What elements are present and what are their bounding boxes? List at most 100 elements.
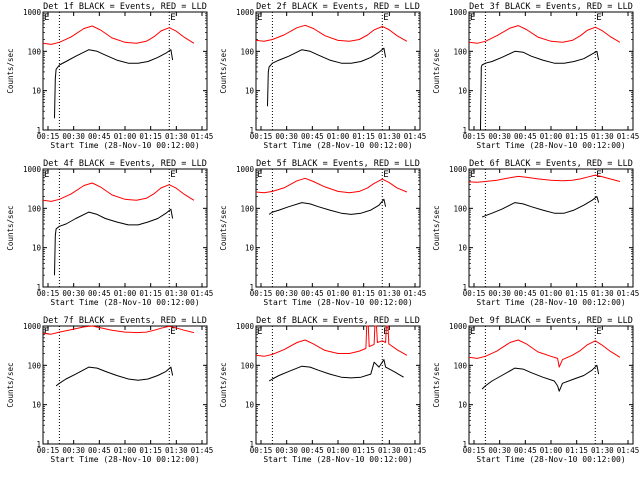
lld-series-line (255, 24, 408, 42)
x-tick-label: 01:45 (404, 446, 427, 455)
event-marker-letter: E (170, 13, 175, 23)
x-axis-label: Start Time (28-Nov-10 00:12:00) (263, 141, 412, 150)
x-tick-label: 01:45 (191, 289, 214, 298)
x-tick-label: 01:45 (617, 132, 640, 141)
y-tick-label: 1 (36, 126, 41, 135)
lld-series-line (468, 25, 621, 44)
corner-marker-letter: E (257, 170, 262, 180)
y-axis-label: Counts/sec (6, 362, 15, 407)
x-tick-label: 00:45 (88, 132, 111, 141)
event-marker-letter: E (383, 170, 388, 180)
lld-series-line (468, 174, 621, 183)
x-tick-label: 01:00 (327, 289, 350, 298)
panel-4: Det 4f BLACK = Events, RED = LLD 1 10 100 10… (6, 159, 213, 307)
x-axis-label: Start Time (28-Nov-10 00:12:00) (50, 298, 199, 307)
x-tick-label: 01:30 (165, 446, 188, 455)
y-axis-label: Counts/sec (219, 362, 228, 407)
panel-title: Det 3f BLACK = Events, RED = LLD (469, 2, 633, 12)
x-axis-label: Start Time (28-Nov-10 00:12:00) (476, 298, 625, 307)
panel-title: Det 2f BLACK = Events, RED = LLD (256, 2, 420, 12)
y-tick-label: 1 (462, 440, 467, 449)
y-tick-label: 100 (453, 361, 467, 370)
x-tick-label: 01:45 (404, 289, 427, 298)
x-tick-label: 01:30 (165, 289, 188, 298)
events-series-line (55, 366, 174, 387)
y-tick-label: 1000 (23, 8, 42, 17)
panel-title: Det 4f BLACK = Events, RED = LLD (43, 159, 207, 169)
x-tick-label: 01:15 (139, 446, 162, 455)
corner-marker-letter: E (470, 170, 475, 180)
y-tick-label: 1000 (449, 165, 468, 174)
events-series-line (268, 359, 404, 382)
lld-series-line (42, 25, 195, 45)
y-tick-label: 1 (249, 283, 254, 292)
x-tick-label: 01:00 (114, 132, 137, 141)
x-tick-label: 00:45 (514, 446, 537, 455)
y-tick-label: 100 (27, 361, 41, 370)
x-tick-label: 00:15 (250, 289, 273, 298)
y-tick-label: 1 (249, 440, 254, 449)
x-axis-label: Start Time (28-Nov-10 00:12:00) (263, 298, 412, 307)
x-tick-label: 01:30 (378, 289, 401, 298)
x-tick-label: 01:15 (565, 446, 588, 455)
panel-title: Det 7f BLACK = Events, RED = LLD (43, 316, 207, 326)
y-tick-label: 10 (32, 244, 42, 253)
x-tick-label: 00:45 (301, 289, 324, 298)
panel-9: Det 9f BLACK = Events, RED = LLD 1 10 100 10… (432, 316, 639, 464)
plot-frame (255, 325, 421, 445)
y-tick-label: 100 (27, 204, 41, 213)
x-tick-label: 00:15 (463, 446, 486, 455)
x-tick-label: 00:15 (37, 132, 60, 141)
event-marker-letter: E (170, 327, 175, 337)
lld-series-line (255, 177, 408, 194)
x-axis-label: Start Time (28-Nov-10 00:12:00) (50, 141, 199, 150)
x-tick-label: 01:15 (352, 132, 375, 141)
x-tick-label: 00:45 (88, 289, 111, 298)
event-marker-letter: E (383, 13, 388, 23)
panel-title: Det 5f BLACK = Events, RED = LLD (256, 159, 420, 169)
y-tick-label: 100 (453, 47, 467, 56)
y-tick-label: 10 (245, 244, 255, 253)
corner-marker-letter: E (257, 13, 262, 23)
y-axis-label: Counts/sec (432, 205, 441, 250)
y-tick-label: 1 (36, 440, 41, 449)
y-tick-label: 10 (458, 401, 468, 410)
event-marker-letter: E (596, 170, 601, 180)
y-tick-label: 10 (32, 401, 42, 410)
plot-frame (468, 168, 634, 288)
event-marker-letter: E (596, 13, 601, 23)
plot-frame (255, 11, 421, 131)
y-tick-label: 1 (462, 126, 467, 135)
x-tick-label: 00:15 (463, 289, 486, 298)
x-tick-label: 01:00 (540, 446, 563, 455)
x-tick-label: 01:00 (114, 289, 137, 298)
y-tick-label: 1 (36, 283, 41, 292)
plot-frame (468, 11, 634, 131)
x-tick-label: 01:15 (352, 289, 375, 298)
x-tick-label: 00:30 (62, 132, 85, 141)
panel-2: Det 2f BLACK = Events, RED = LLD 1 10 100 10… (219, 2, 426, 150)
corner-marker-letter: E (44, 13, 49, 23)
x-tick-label: 00:30 (62, 289, 85, 298)
x-tick-label: 01:30 (591, 132, 614, 141)
panel-title: Det 8f BLACK = Events, RED = LLD (256, 316, 420, 326)
panel-title: Det 6f BLACK = Events, RED = LLD (469, 159, 633, 169)
x-tick-label: 00:45 (301, 446, 324, 455)
plot-frame (42, 11, 208, 131)
y-tick-label: 10 (245, 401, 255, 410)
x-tick-label: 00:15 (250, 132, 273, 141)
x-tick-label: 00:30 (488, 289, 511, 298)
plot-frame (42, 168, 208, 288)
x-tick-label: 00:45 (301, 132, 324, 141)
y-tick-label: 1000 (449, 322, 468, 331)
y-tick-label: 1000 (236, 165, 255, 174)
y-tick-label: 100 (240, 204, 254, 213)
panel-8: Det 8f BLACK = Events, RED = LLD 1 10 100 10… (219, 316, 426, 464)
x-tick-label: 01:00 (540, 289, 563, 298)
lld-series-line (468, 339, 621, 368)
y-tick-label: 1000 (236, 322, 255, 331)
y-axis-label: Counts/sec (6, 48, 15, 93)
x-tick-label: 00:15 (250, 446, 273, 455)
events-series-line (481, 196, 600, 218)
